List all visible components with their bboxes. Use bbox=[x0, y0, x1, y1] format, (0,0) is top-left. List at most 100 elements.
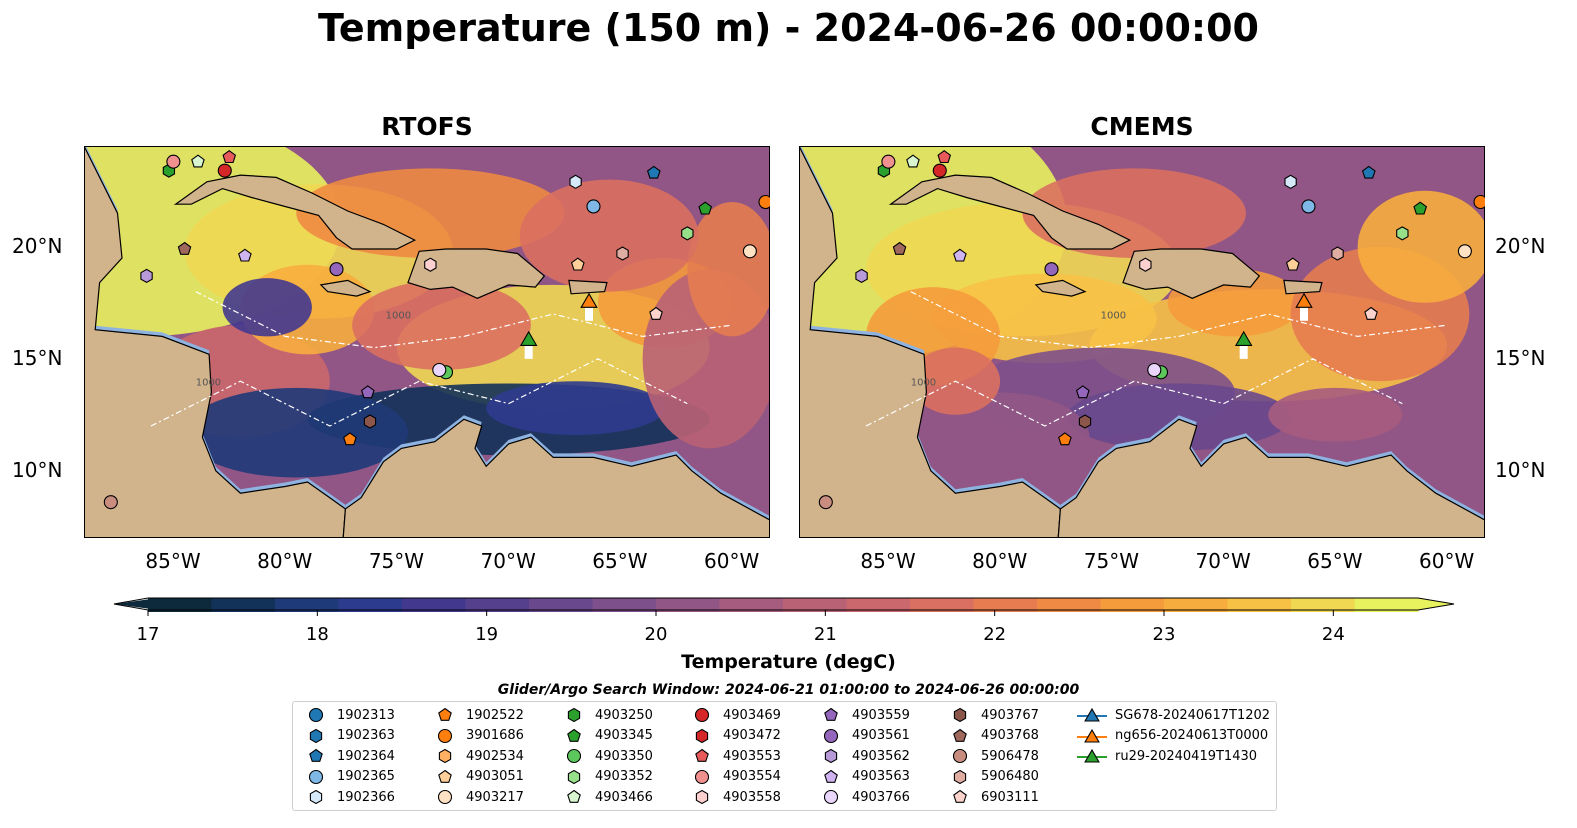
float-marker-1902364 bbox=[646, 165, 661, 179]
legend-item: 4903553 bbox=[687, 746, 781, 766]
legend-marker-icon bbox=[694, 769, 710, 784]
legend-item: 5906478 bbox=[945, 746, 1039, 766]
float-marker-1902366 bbox=[1284, 174, 1297, 189]
legend-item: 4903469 bbox=[687, 705, 781, 725]
legend-item-label: 5906478 bbox=[981, 748, 1039, 764]
colorbar-segment bbox=[211, 598, 276, 612]
colorbar-segment bbox=[910, 598, 974, 612]
legend-item-label: 4903345 bbox=[595, 728, 653, 743]
legend-item: 4903559 bbox=[816, 705, 910, 725]
legend-marker-icon bbox=[695, 748, 709, 762]
float-marker-3901686 bbox=[758, 194, 770, 210]
float-marker-4903562 bbox=[140, 268, 153, 284]
legend-item-label: 1902364 bbox=[337, 748, 395, 764]
legend-marker-icon bbox=[953, 769, 967, 784]
legend-item-label: 4903768 bbox=[981, 728, 1039, 743]
legend-marker-icon bbox=[953, 789, 967, 803]
legend-item-label: 4903469 bbox=[723, 707, 781, 723]
legend-marker-icon bbox=[566, 748, 582, 764]
colorbar-segment bbox=[529, 598, 593, 612]
legend-item: SG678-20240617T1202 bbox=[1075, 705, 1270, 725]
colorbar-tick-label: 22 bbox=[983, 624, 1007, 645]
legend-marker-icon bbox=[824, 769, 838, 783]
lon-tick-label: 85°W bbox=[145, 549, 201, 573]
lon-tick-label: 60°W bbox=[704, 549, 760, 573]
legend-marker-icon bbox=[308, 707, 324, 723]
float-marker-4903767 bbox=[1078, 414, 1092, 429]
float-marker-4903553 bbox=[937, 150, 952, 164]
legend-item-label: 1902313 bbox=[337, 707, 395, 723]
float-marker-4903217 bbox=[1457, 244, 1472, 259]
legend-item-label: 4903563 bbox=[852, 769, 910, 784]
legend-item: 4903558 bbox=[687, 787, 781, 807]
colorbar-title: Temperature (degC) bbox=[681, 651, 896, 673]
float-marker-4903561 bbox=[329, 262, 344, 277]
float-marker-3901686 bbox=[1473, 194, 1485, 210]
float-marker-4903051 bbox=[570, 257, 585, 271]
cmems-map: 1000 1000 bbox=[799, 146, 1485, 538]
legend-item: 1902313 bbox=[301, 705, 395, 725]
legend-item: 4903250 bbox=[559, 705, 653, 725]
legend-item: 1902364 bbox=[301, 746, 395, 766]
legend-marker-icon bbox=[823, 728, 839, 743]
float-marker-1902522 bbox=[1058, 432, 1072, 446]
legend-item-label: 4903352 bbox=[595, 769, 653, 784]
legend-item: 4903563 bbox=[816, 767, 910, 787]
colorbar-segment bbox=[148, 598, 212, 612]
float-marker-4903768 bbox=[892, 241, 907, 255]
colorbar-segment bbox=[1164, 598, 1228, 612]
legend-item-label: 4903217 bbox=[466, 789, 524, 805]
colorbar-segment bbox=[1037, 598, 1101, 612]
glider-marker-ng656-20240613T0000 bbox=[1295, 292, 1313, 321]
legend-marker-icon bbox=[1077, 728, 1107, 743]
legend-item: 4903466 bbox=[559, 787, 653, 807]
legend-marker-icon bbox=[824, 748, 838, 764]
float-marker-4903466 bbox=[191, 154, 205, 168]
legend-item: 4903561 bbox=[816, 726, 910, 746]
legend-item: ng656-20240613T0000 bbox=[1075, 726, 1268, 746]
legend-item: 4903345 bbox=[559, 726, 653, 746]
legend-item: 3901686 bbox=[430, 726, 524, 746]
colorbar-segment bbox=[592, 598, 657, 612]
glider-marker-ru29-20240419T1430 bbox=[1234, 330, 1253, 359]
legend-item-label: 4903562 bbox=[852, 748, 910, 764]
lon-tick-label: 80°W bbox=[257, 549, 313, 573]
lon-tick-label: 75°W bbox=[1083, 549, 1140, 573]
contour-label: 1000 bbox=[386, 310, 411, 321]
legend-marker-icon bbox=[309, 789, 323, 805]
legend-item-label: 4903466 bbox=[595, 789, 653, 805]
rtofs-map: 1000 1000 bbox=[84, 146, 770, 538]
legend-item: 5906480 bbox=[945, 767, 1039, 787]
legend-item: 4903217 bbox=[430, 787, 524, 807]
legend-marker-icon bbox=[824, 707, 838, 721]
lon-tick-label: 60°W bbox=[1419, 549, 1475, 573]
legend-item-label: 4903051 bbox=[466, 769, 524, 784]
float-marker-1902364 bbox=[1361, 165, 1376, 179]
legend-marker-icon bbox=[438, 748, 452, 764]
colorbar-segment bbox=[1227, 598, 1292, 612]
lon-tick-label: 65°W bbox=[592, 549, 648, 573]
lat-tick-label: 20°N bbox=[1495, 233, 1546, 258]
legend-item-label: 4903554 bbox=[723, 769, 781, 784]
lat-tick-label: 15°N bbox=[12, 345, 63, 370]
legend-item: 4903350 bbox=[559, 746, 653, 766]
colorbar-segment bbox=[1354, 598, 1419, 612]
legend-item: 1902522 bbox=[430, 705, 524, 725]
legend-item-label: 4903559 bbox=[852, 707, 910, 723]
colorbar-segment bbox=[973, 598, 1038, 612]
colorbar-segment bbox=[465, 598, 530, 612]
legend-marker-icon bbox=[567, 707, 581, 723]
legend-marker-icon bbox=[695, 728, 709, 743]
float-marker-5906480 bbox=[616, 246, 629, 261]
float-marker-4903352 bbox=[1396, 226, 1409, 241]
lat-tick-label: 10°N bbox=[1495, 457, 1546, 482]
contour-label: 1000 bbox=[196, 378, 221, 389]
legend-marker-icon bbox=[695, 789, 709, 805]
colorbar-segment bbox=[783, 598, 847, 612]
legend-item-label: 4903766 bbox=[852, 789, 910, 805]
colorbar-tick-label: 24 bbox=[1321, 624, 1345, 645]
legend-item-label: 4903250 bbox=[595, 707, 653, 723]
legend-item: 4903554 bbox=[687, 767, 781, 787]
float-marker-4903051 bbox=[1285, 257, 1300, 271]
float-marker-4903766 bbox=[432, 362, 447, 378]
